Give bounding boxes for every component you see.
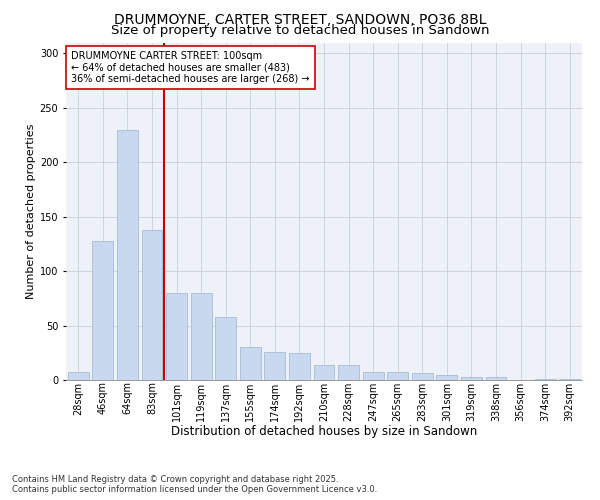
Bar xyxy=(436,374,457,380)
Bar xyxy=(265,352,286,380)
Bar xyxy=(289,353,310,380)
Text: Contains HM Land Registry data © Crown copyright and database right 2025.
Contai: Contains HM Land Registry data © Crown c… xyxy=(12,474,377,494)
Bar xyxy=(314,365,334,380)
Bar xyxy=(535,379,556,380)
Bar xyxy=(461,376,482,380)
X-axis label: Distribution of detached houses by size in Sandown: Distribution of detached houses by size … xyxy=(171,425,477,438)
Bar xyxy=(191,293,212,380)
Bar xyxy=(142,230,163,380)
Y-axis label: Number of detached properties: Number of detached properties xyxy=(26,124,35,299)
Bar xyxy=(559,379,580,380)
Bar xyxy=(68,372,89,380)
Bar xyxy=(362,372,383,380)
Bar xyxy=(387,372,408,380)
Bar xyxy=(485,376,506,380)
Text: Size of property relative to detached houses in Sandown: Size of property relative to detached ho… xyxy=(111,24,489,37)
Bar xyxy=(92,240,113,380)
Text: DRUMMOYNE, CARTER STREET, SANDOWN, PO36 8BL: DRUMMOYNE, CARTER STREET, SANDOWN, PO36 … xyxy=(114,12,486,26)
Bar xyxy=(166,293,187,380)
Bar xyxy=(338,365,359,380)
Bar xyxy=(215,317,236,380)
Bar xyxy=(117,130,138,380)
Bar xyxy=(240,348,261,380)
Bar xyxy=(412,374,433,380)
Text: DRUMMOYNE CARTER STREET: 100sqm
← 64% of detached houses are smaller (483)
36% o: DRUMMOYNE CARTER STREET: 100sqm ← 64% of… xyxy=(71,51,310,84)
